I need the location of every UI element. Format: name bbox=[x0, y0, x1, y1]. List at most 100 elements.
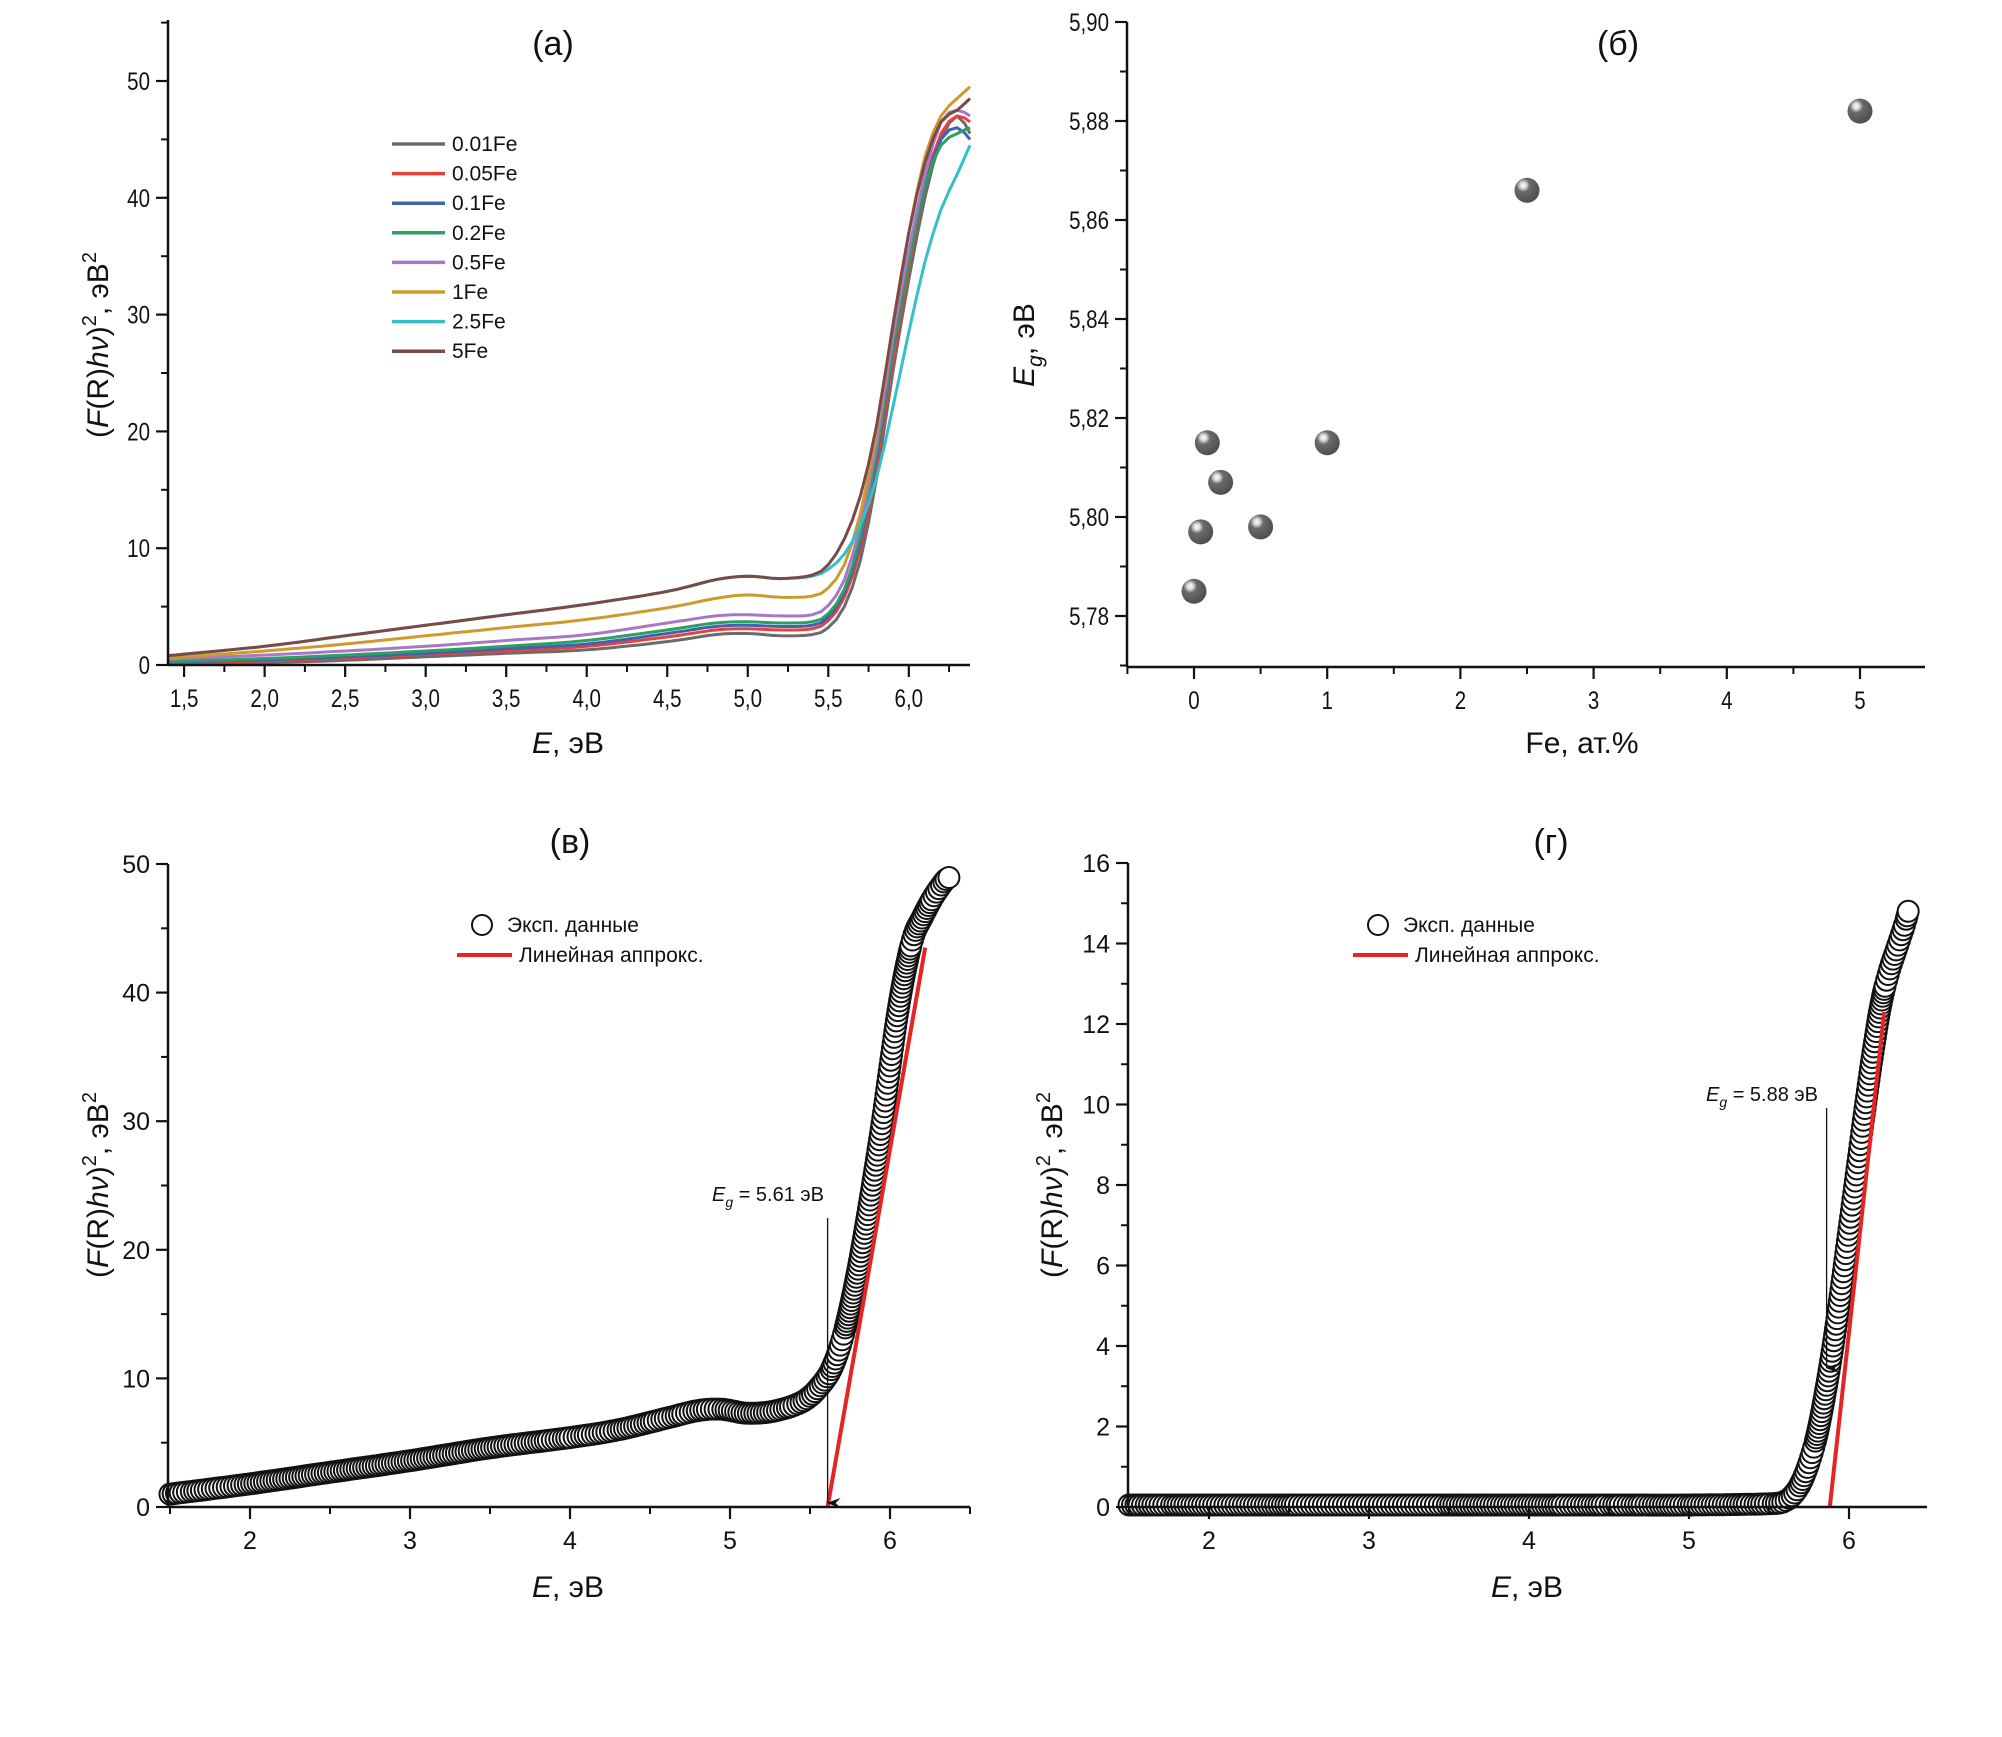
panel-g-data-points bbox=[1117, 899, 1920, 1517]
panel-g-y-axis-title: (F(R)hν)2, эВ2 bbox=[1033, 1092, 1069, 1278]
svg-text:Eg, эВ: Eg, эВ bbox=[1008, 303, 1047, 387]
panel-v-eg-annotation: Eg = 5.61 эВ bbox=[712, 1184, 841, 1508]
panel-g-eg-annotation: Eg = 5.88 эВ bbox=[1706, 1084, 1840, 1373]
y-tick-label: 30 bbox=[127, 301, 150, 329]
series-line-5fe bbox=[167, 97, 972, 658]
x-tick-label: 6 bbox=[1842, 1527, 1856, 1555]
eg-label: Eg = 5.61 эВ bbox=[712, 1184, 824, 1210]
x-tick-label: 3 bbox=[1362, 1527, 1376, 1555]
x-tick-label: 1 bbox=[1321, 686, 1332, 714]
legend-item: 0.05Fe bbox=[392, 163, 517, 186]
y-tick-label: 5,86 bbox=[1069, 206, 1109, 234]
panel-b-axes: 0 1 2 3 4 5 5,78 5,80 5,82 5,84 5,86 5,88 5,90 bbox=[1069, 8, 1925, 714]
y-tick-label: 0 bbox=[1096, 1494, 1110, 1522]
linear-fit-line bbox=[1827, 1011, 1887, 1508]
legend-label: 0.01Fe bbox=[452, 133, 517, 156]
series-line-0-01fe bbox=[168, 114, 972, 666]
panel-a-axes: 1,5 2,0 2,5 3,0 3,5 4,0 4,5 5,0 5,5 6,0 0 10 20 30 40 5… bbox=[127, 20, 970, 712]
panel-v-title: (в) bbox=[550, 823, 591, 861]
svg-text:(F(R)hν)2, эВ2: (F(R)hν)2, эВ2 bbox=[79, 252, 115, 438]
legend-item-fit: Линейная аппрокс. bbox=[1353, 944, 1600, 967]
y-tick-label: 4 bbox=[1096, 1333, 1110, 1361]
legend-item: 0.1Fe bbox=[392, 192, 506, 215]
x-tick-label: 2,0 bbox=[250, 684, 278, 712]
x-tick-label: 5 bbox=[723, 1527, 737, 1555]
x-tick-label: 3,0 bbox=[411, 684, 439, 712]
panel-g-fit-chart: (г) 2 3 4 5 6 0 2 4 6 8 10 12 14 16 Эксп. данные Линей… bbox=[1033, 823, 1927, 1604]
x-tick-label: 3 bbox=[1588, 686, 1599, 714]
x-tick-label: 2,5 bbox=[331, 684, 359, 712]
panel-b-x-axis-title: Fe, ат.% bbox=[1525, 727, 1638, 760]
panel-g-axes: 2 3 4 5 6 0 2 4 6 8 10 12 14 16 bbox=[1082, 850, 1927, 1555]
series-line-0-5fe bbox=[167, 108, 971, 661]
x-tick-label: 5,0 bbox=[734, 684, 762, 712]
panel-a-title: (а) bbox=[532, 25, 574, 63]
x-tick-label: 2 bbox=[243, 1527, 257, 1555]
x-tick-label: 0 bbox=[1188, 686, 1199, 714]
panel-b-points bbox=[1181, 98, 1873, 604]
scatter-point bbox=[1314, 430, 1340, 456]
panel-g-fit-line-group bbox=[1827, 1011, 1887, 1508]
y-tick-label: 5,82 bbox=[1069, 404, 1109, 432]
y-tick-label: 50 bbox=[122, 851, 150, 879]
x-tick-label: 3,5 bbox=[492, 684, 520, 712]
y-tick-label: 5,88 bbox=[1069, 107, 1109, 135]
legend-item: 1Fe bbox=[392, 281, 488, 304]
scatter-point bbox=[1194, 430, 1220, 456]
panel-g-legend: Эксп. данные Линейная аппрокс. bbox=[1353, 914, 1600, 967]
y-tick-label: 6 bbox=[1096, 1253, 1110, 1281]
panel-a-legend: 0.01Fe 0.05Fe 0.1Fe 0.2Fe 0.5Fe 1Fe 2.5Fe 5Fe bbox=[392, 133, 517, 363]
panel-v-fit-chart: (в) 2 3 4 5 6 0 10 20 30 40 50 Эксп. данные Линейна… bbox=[79, 823, 971, 1604]
legend-item: 5Fe bbox=[392, 340, 488, 363]
eg-label: Eg = 5.88 эВ bbox=[1706, 1084, 1818, 1110]
y-tick-label: 0 bbox=[136, 1494, 150, 1522]
series-line-1fe bbox=[167, 85, 971, 660]
x-tick-label: 5,5 bbox=[814, 684, 842, 712]
y-tick-label: 0 bbox=[139, 651, 150, 679]
y-tick-label: 16 bbox=[1082, 850, 1110, 878]
x-tick-label: 5 bbox=[1854, 686, 1865, 714]
legend-marker-circle bbox=[1367, 914, 1389, 936]
y-tick-label: 50 bbox=[127, 67, 150, 95]
legend-label: 1Fe bbox=[452, 281, 488, 304]
y-tick-label: 12 bbox=[1082, 1011, 1110, 1039]
x-tick-label: 2 bbox=[1202, 1527, 1216, 1555]
y-tick-label: 40 bbox=[127, 184, 150, 212]
x-tick-label: 6,0 bbox=[895, 684, 923, 712]
y-tick-label: 20 bbox=[122, 1237, 150, 1265]
svg-text:(F(R)hν)2, эВ2: (F(R)hν)2, эВ2 bbox=[79, 1092, 115, 1278]
scatter-point bbox=[1208, 469, 1234, 495]
panel-a-series-group bbox=[167, 85, 972, 666]
y-tick-label: 40 bbox=[122, 980, 150, 1008]
data-point bbox=[1896, 899, 1920, 923]
y-tick-label: 20 bbox=[127, 417, 150, 445]
y-tick-label: 8 bbox=[1096, 1172, 1110, 1200]
y-tick-label: 10 bbox=[122, 1365, 150, 1393]
x-tick-label: 4 bbox=[563, 1527, 577, 1555]
scatter-point bbox=[1847, 98, 1873, 124]
legend-label-data: Эксп. данные bbox=[1403, 914, 1535, 937]
x-tick-label: 2 bbox=[1455, 686, 1466, 714]
legend-label: 2.5Fe bbox=[452, 311, 506, 334]
legend-label: 0.2Fe bbox=[452, 222, 506, 245]
panel-v-y-axis-title: (F(R)hν)2, эВ2 bbox=[79, 1092, 115, 1278]
scatter-point bbox=[1514, 177, 1540, 203]
legend-item: 0.2Fe bbox=[392, 222, 506, 245]
y-tick-label: 10 bbox=[127, 534, 150, 562]
x-tick-label: 4 bbox=[1522, 1527, 1536, 1555]
legend-marker-circle bbox=[471, 914, 493, 936]
y-tick-label: 5,78 bbox=[1069, 602, 1109, 630]
svg-text:(F(R)hν)2, эВ2: (F(R)hν)2, эВ2 bbox=[1033, 1092, 1069, 1278]
panel-b-y-axis-title: Eg, эВ bbox=[1008, 303, 1047, 387]
scatter-point bbox=[1181, 578, 1207, 604]
panel-b-title: (б) bbox=[1597, 25, 1639, 63]
y-tick-label: 2 bbox=[1096, 1414, 1110, 1442]
y-tick-label: 5,80 bbox=[1069, 503, 1109, 531]
legend-item-data: Эксп. данные bbox=[471, 914, 639, 937]
legend-item: 0.01Fe bbox=[392, 133, 517, 156]
scatter-point bbox=[1248, 514, 1274, 540]
legend-item-fit: Линейная аппрокс. bbox=[457, 944, 704, 967]
x-tick-label: 6 bbox=[883, 1527, 897, 1555]
scatter-point bbox=[1188, 519, 1214, 545]
